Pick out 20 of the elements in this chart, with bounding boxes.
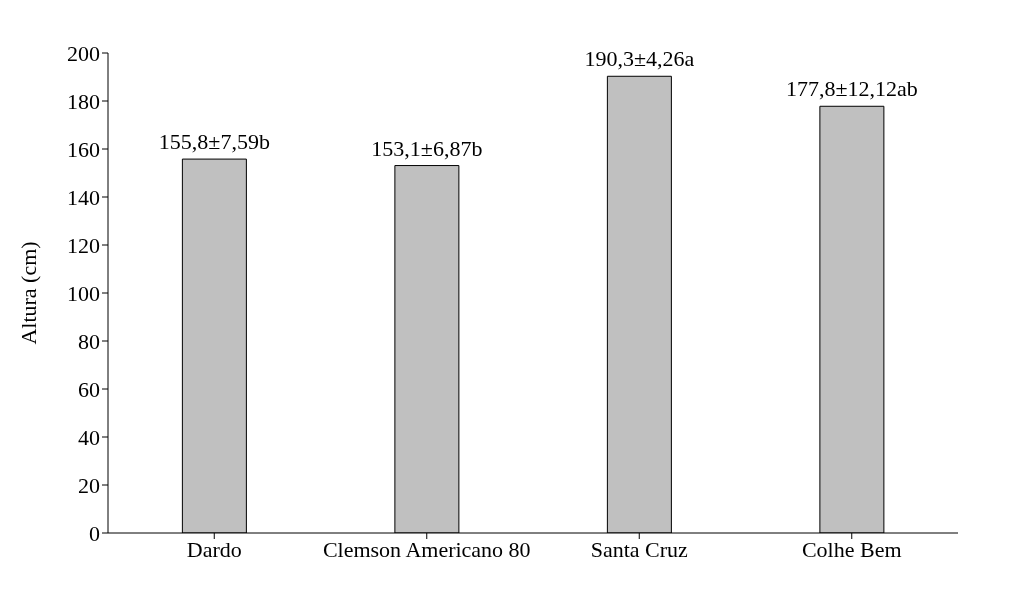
y-tick-label: 140 — [67, 184, 100, 210]
y-tick-label: 200 — [67, 40, 100, 66]
y-tick-label: 120 — [67, 232, 100, 258]
y-tick-label: 160 — [67, 136, 100, 162]
x-tick-label: Clemson Americano 80 — [322, 536, 531, 562]
x-tick-label: Colhe Bem — [801, 536, 902, 562]
data-label: 155,8±7,59b — [158, 129, 270, 155]
x-tick-label: Santa Cruz — [590, 536, 689, 562]
y-tick-label: 0 — [89, 520, 100, 546]
y-axis-title: Altura (cm) — [15, 241, 41, 345]
data-label: 177,8±12,12ab — [785, 76, 918, 102]
y-tick-label: 80 — [78, 328, 100, 354]
data-label: 190,3±4,26a — [584, 46, 695, 72]
y-tick-label: 180 — [67, 88, 100, 114]
data-label: 153,1±6,87b — [371, 135, 483, 161]
y-tick-label: 60 — [78, 376, 100, 402]
x-tick-label: Dardo — [186, 536, 242, 562]
y-tick-label: 100 — [67, 280, 100, 306]
y-tick-label: 20 — [78, 472, 100, 498]
y-tick-label: 40 — [78, 424, 100, 450]
